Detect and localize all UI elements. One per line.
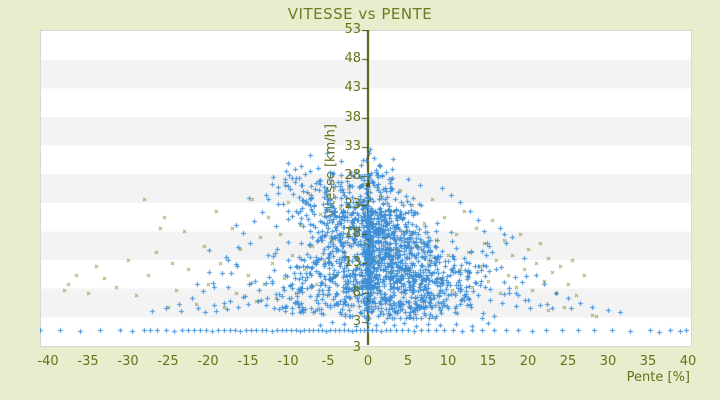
x-tick-label: 25 [559, 354, 577, 369]
x-tick-label: 30 [599, 354, 617, 369]
y-tick-label: 48 [344, 51, 361, 67]
y-tick-label: 23 [344, 197, 361, 212]
x-tick-label: -15 [237, 354, 259, 369]
y-tick-label: 3 [352, 313, 361, 329]
x-tick-label: 0 [363, 354, 373, 369]
x-tick-label: 40 [679, 354, 697, 369]
y-tick-label: 53 [344, 22, 361, 37]
y-tick-label: 18 [344, 226, 361, 242]
y-tick-label: 43 [344, 80, 361, 96]
x-tick-label: -30 [117, 354, 139, 369]
y-tick-label: 38 [344, 109, 361, 125]
y-tick-label: 13 [344, 255, 361, 271]
x-tick-label: 5 [403, 354, 413, 369]
x-tick-label: -20 [197, 354, 219, 369]
scatter-points-canvas [40, 30, 690, 345]
y-tick-label: 28 [344, 167, 361, 183]
x-tick-label: -5 [321, 354, 335, 369]
y-axis-bottom-label: 3 [352, 340, 361, 355]
chart-title: VITESSE vs PENTE [287, 5, 433, 23]
x-tick-label: 15 [479, 354, 497, 369]
x-axis-title: Pente [%] [626, 370, 690, 385]
y-tick-label: 33 [344, 138, 361, 154]
x-tick-label: 35 [639, 354, 657, 369]
x-tick-label: 10 [439, 354, 457, 369]
x-tick-label: 20 [519, 354, 537, 369]
y-tick-label: 8 [352, 284, 361, 300]
x-tick-label: -25 [157, 354, 179, 369]
x-tick-label: -10 [277, 354, 299, 369]
x-tick-label: -40 [37, 354, 59, 369]
x-tick-label: -35 [77, 354, 99, 369]
